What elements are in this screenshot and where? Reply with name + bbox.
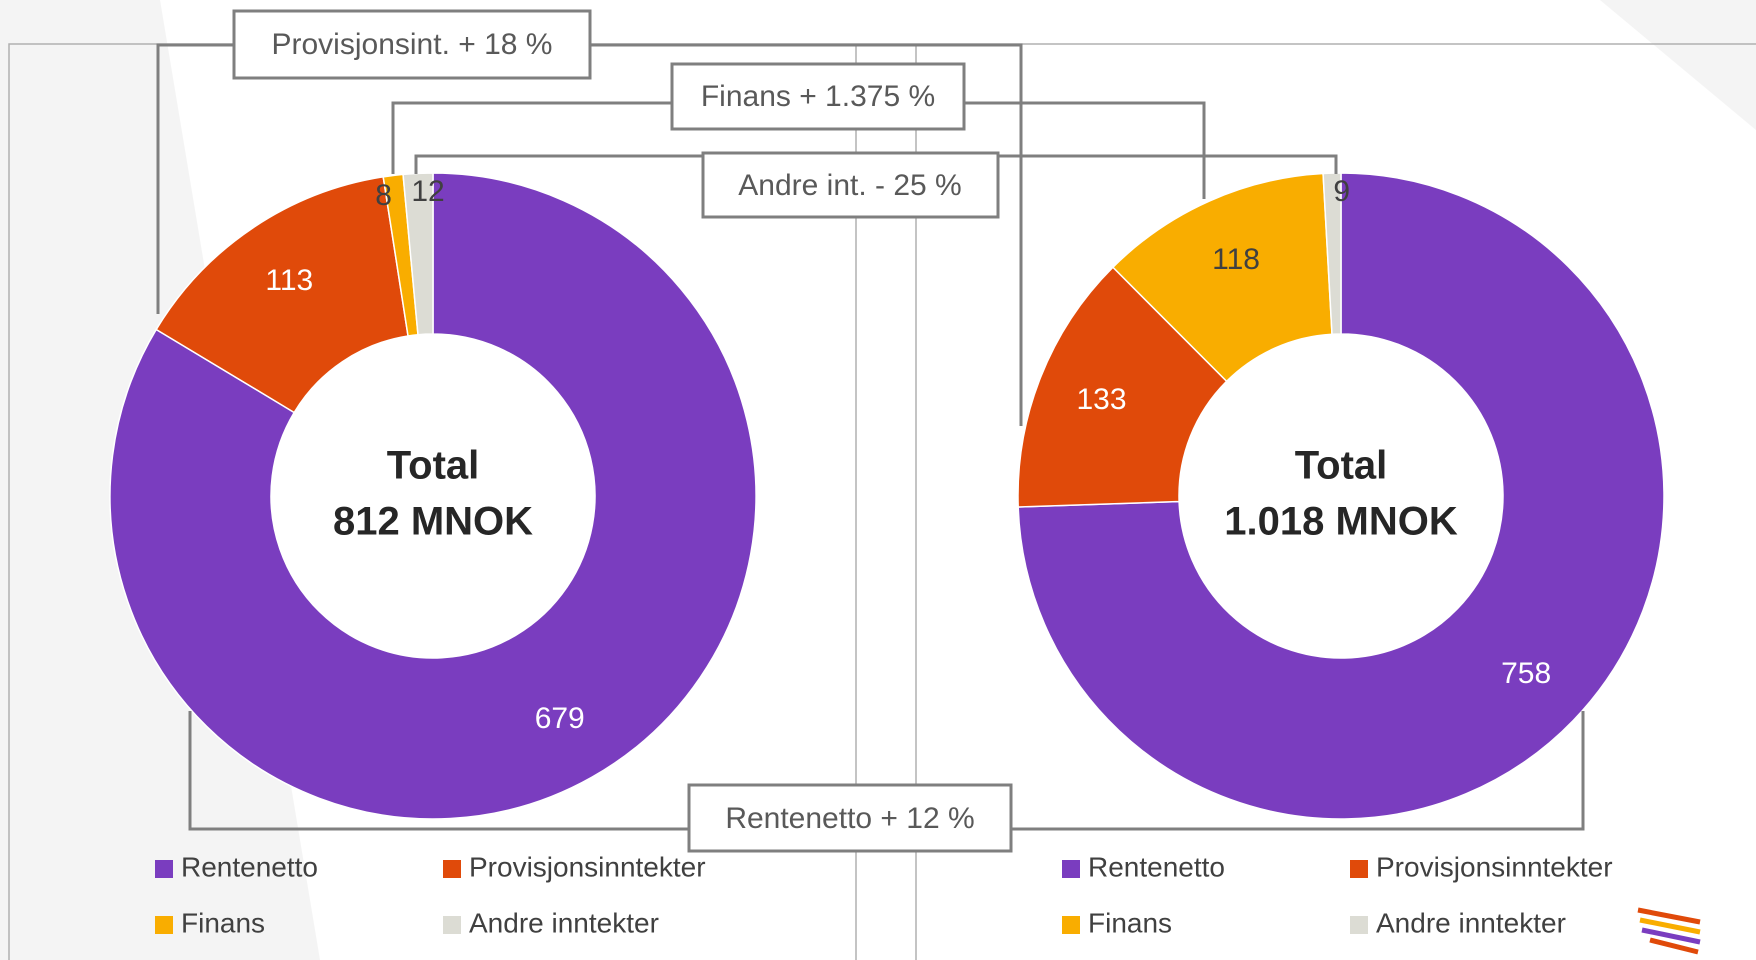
data-label: 679 bbox=[535, 702, 585, 735]
data-label: 113 bbox=[265, 264, 313, 297]
center-text: Total bbox=[1295, 444, 1388, 488]
legend-swatch bbox=[443, 916, 461, 934]
legend-swatch bbox=[155, 916, 173, 934]
legend-label: Rentenetto bbox=[181, 851, 318, 882]
charts: 679 Rentenetto 113 Provisjonsinntekter 8 Fina… bbox=[109, 172, 1665, 938]
legend-swatch bbox=[1350, 916, 1368, 934]
data-label: 12 bbox=[411, 175, 444, 208]
donut-slice bbox=[109, 172, 757, 820]
data-label: 8 bbox=[375, 179, 392, 212]
center-text: Total bbox=[387, 444, 480, 488]
legend-swatch bbox=[1062, 916, 1080, 934]
legend-label: Rentenetto bbox=[1088, 851, 1225, 882]
legend-swatch bbox=[1350, 860, 1368, 878]
data-label: 118 bbox=[1212, 243, 1260, 276]
annotation: Rentenetto + 12 % bbox=[725, 802, 974, 835]
donut-slice bbox=[1322, 172, 1342, 336]
donut-slice bbox=[402, 172, 434, 336]
donut-slice bbox=[1017, 266, 1228, 508]
legend-swatch bbox=[1062, 860, 1080, 878]
annotation-box bbox=[687, 783, 1013, 853]
data-label: 758 bbox=[1501, 657, 1551, 690]
frame bbox=[8, 43, 1756, 960]
legend-label: Andre inntekter bbox=[469, 907, 659, 938]
legend-swatch bbox=[155, 860, 173, 878]
donut-slice bbox=[1017, 172, 1665, 820]
bg-shape bbox=[1600, 0, 1756, 130]
donut-slice bbox=[155, 176, 409, 414]
legend-label: Provisjonsinntekter bbox=[1376, 851, 1613, 882]
center-text: 1.018 MNOK bbox=[1224, 500, 1458, 544]
annotation: Finans + 1.375 % bbox=[701, 80, 935, 113]
annotation-box bbox=[670, 62, 966, 131]
legend-label: Finans bbox=[181, 907, 265, 938]
annotation: Andre int. - 25 % bbox=[738, 169, 961, 202]
center-text: 812 MNOK bbox=[333, 500, 533, 544]
legend-label: Finans bbox=[1088, 907, 1172, 938]
annotation: Provisjonsint. + 18 % bbox=[272, 28, 553, 61]
annotation-box bbox=[701, 151, 1000, 219]
logo bbox=[1637, 907, 1701, 955]
annotation-box bbox=[232, 9, 592, 80]
data-label: 9 bbox=[1333, 175, 1350, 208]
legend-label: Provisjonsinntekter bbox=[469, 851, 706, 882]
legend-swatch bbox=[443, 860, 461, 878]
legend-label: Andre inntekter bbox=[1376, 907, 1566, 938]
data-label: 133 bbox=[1077, 383, 1127, 416]
